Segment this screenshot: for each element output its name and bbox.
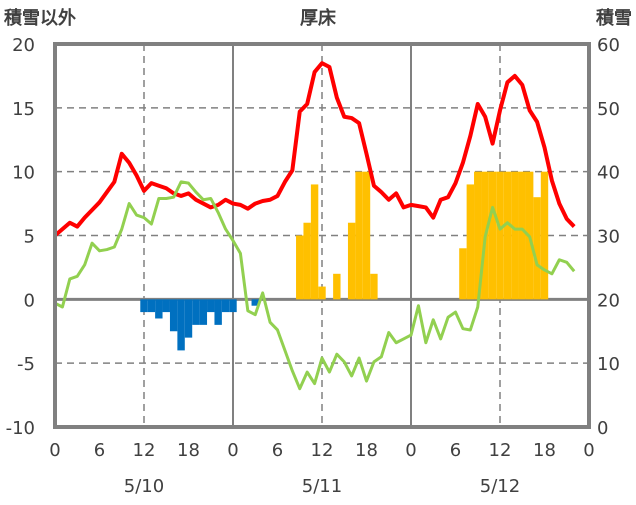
blue-bar — [155, 299, 163, 319]
right-axis-label: 積雪 — [595, 7, 632, 29]
left-tick-label: 20 — [12, 35, 35, 56]
orange-bar — [362, 171, 371, 300]
blue-bar — [147, 299, 156, 313]
orange-bar — [370, 273, 378, 300]
orange-bar — [503, 171, 512, 300]
blue-bar — [221, 299, 230, 313]
left-tick-label: 15 — [12, 99, 35, 120]
right-tick-label: 30 — [597, 227, 620, 248]
left-tick-label: 0 — [24, 290, 35, 311]
x-tick-label: 6 — [94, 440, 105, 461]
left-tick-label: 5 — [24, 227, 35, 248]
orange-bar — [333, 273, 341, 300]
right-tick-label: 50 — [597, 99, 620, 120]
right-tick-label: 40 — [597, 163, 620, 184]
date-label: 5/10 — [124, 476, 164, 497]
blue-bar — [251, 299, 259, 306]
orange-bar — [466, 184, 475, 300]
orange-bar — [318, 286, 326, 300]
orange-bar — [533, 197, 541, 300]
x-tick-label: 6 — [272, 440, 283, 461]
blue-bar — [162, 299, 170, 313]
plot-frame — [53, 42, 591, 429]
orange-bar — [511, 171, 519, 300]
blue-bar — [229, 299, 237, 313]
chart-title: 厚床 — [300, 7, 337, 29]
blue-bar — [192, 299, 200, 325]
right-tick-label: 20 — [597, 290, 620, 311]
x-tick-label: 0 — [405, 440, 416, 461]
orange-bar — [296, 235, 304, 300]
blue-bar — [199, 299, 208, 325]
x-tick-label: 0 — [583, 440, 594, 461]
x-tick-label: 18 — [355, 440, 378, 461]
green-line — [54, 180, 576, 391]
x-tick-label: 0 — [49, 440, 60, 461]
blue-bar — [169, 299, 178, 332]
blue-bar — [177, 299, 185, 351]
date-label: 5/11 — [302, 476, 342, 497]
blue-bar — [184, 299, 193, 338]
bars — [140, 171, 549, 351]
right-tick-label: 60 — [597, 35, 620, 56]
orange-bar — [347, 222, 356, 300]
blue-bar — [140, 299, 148, 313]
right-tick-label: 0 — [597, 418, 608, 439]
right-tick-label: 10 — [597, 354, 620, 375]
orange-bar — [355, 171, 363, 300]
x-tick-label: 18 — [177, 440, 200, 461]
orange-bar — [310, 184, 319, 300]
x-tick-label: 6 — [450, 440, 461, 461]
frame — [53, 42, 591, 429]
orange-bar — [474, 171, 482, 300]
x-tick-label: 12 — [133, 440, 156, 461]
left-tick-label: 10 — [12, 163, 35, 184]
blue-bar — [207, 299, 215, 313]
x-tick-label: 18 — [533, 440, 556, 461]
orange-bar — [518, 171, 526, 300]
orange-bar — [488, 171, 497, 300]
x-tick-label: 0 — [227, 440, 238, 461]
left-tick-label: -5 — [17, 354, 35, 375]
left-tick-label: -10 — [6, 418, 35, 439]
blue-bar — [214, 299, 222, 325]
orange-bar — [459, 248, 467, 300]
red-line — [53, 61, 576, 238]
lines — [53, 61, 576, 391]
x-tick-label: 12 — [311, 440, 334, 461]
date-label: 5/12 — [480, 476, 520, 497]
left-axis-label: 積雪以外 — [3, 7, 76, 29]
x-tick-label: 12 — [489, 440, 512, 461]
orange-bar — [303, 222, 311, 300]
orange-bar — [496, 171, 504, 300]
orange-bar — [540, 171, 549, 300]
